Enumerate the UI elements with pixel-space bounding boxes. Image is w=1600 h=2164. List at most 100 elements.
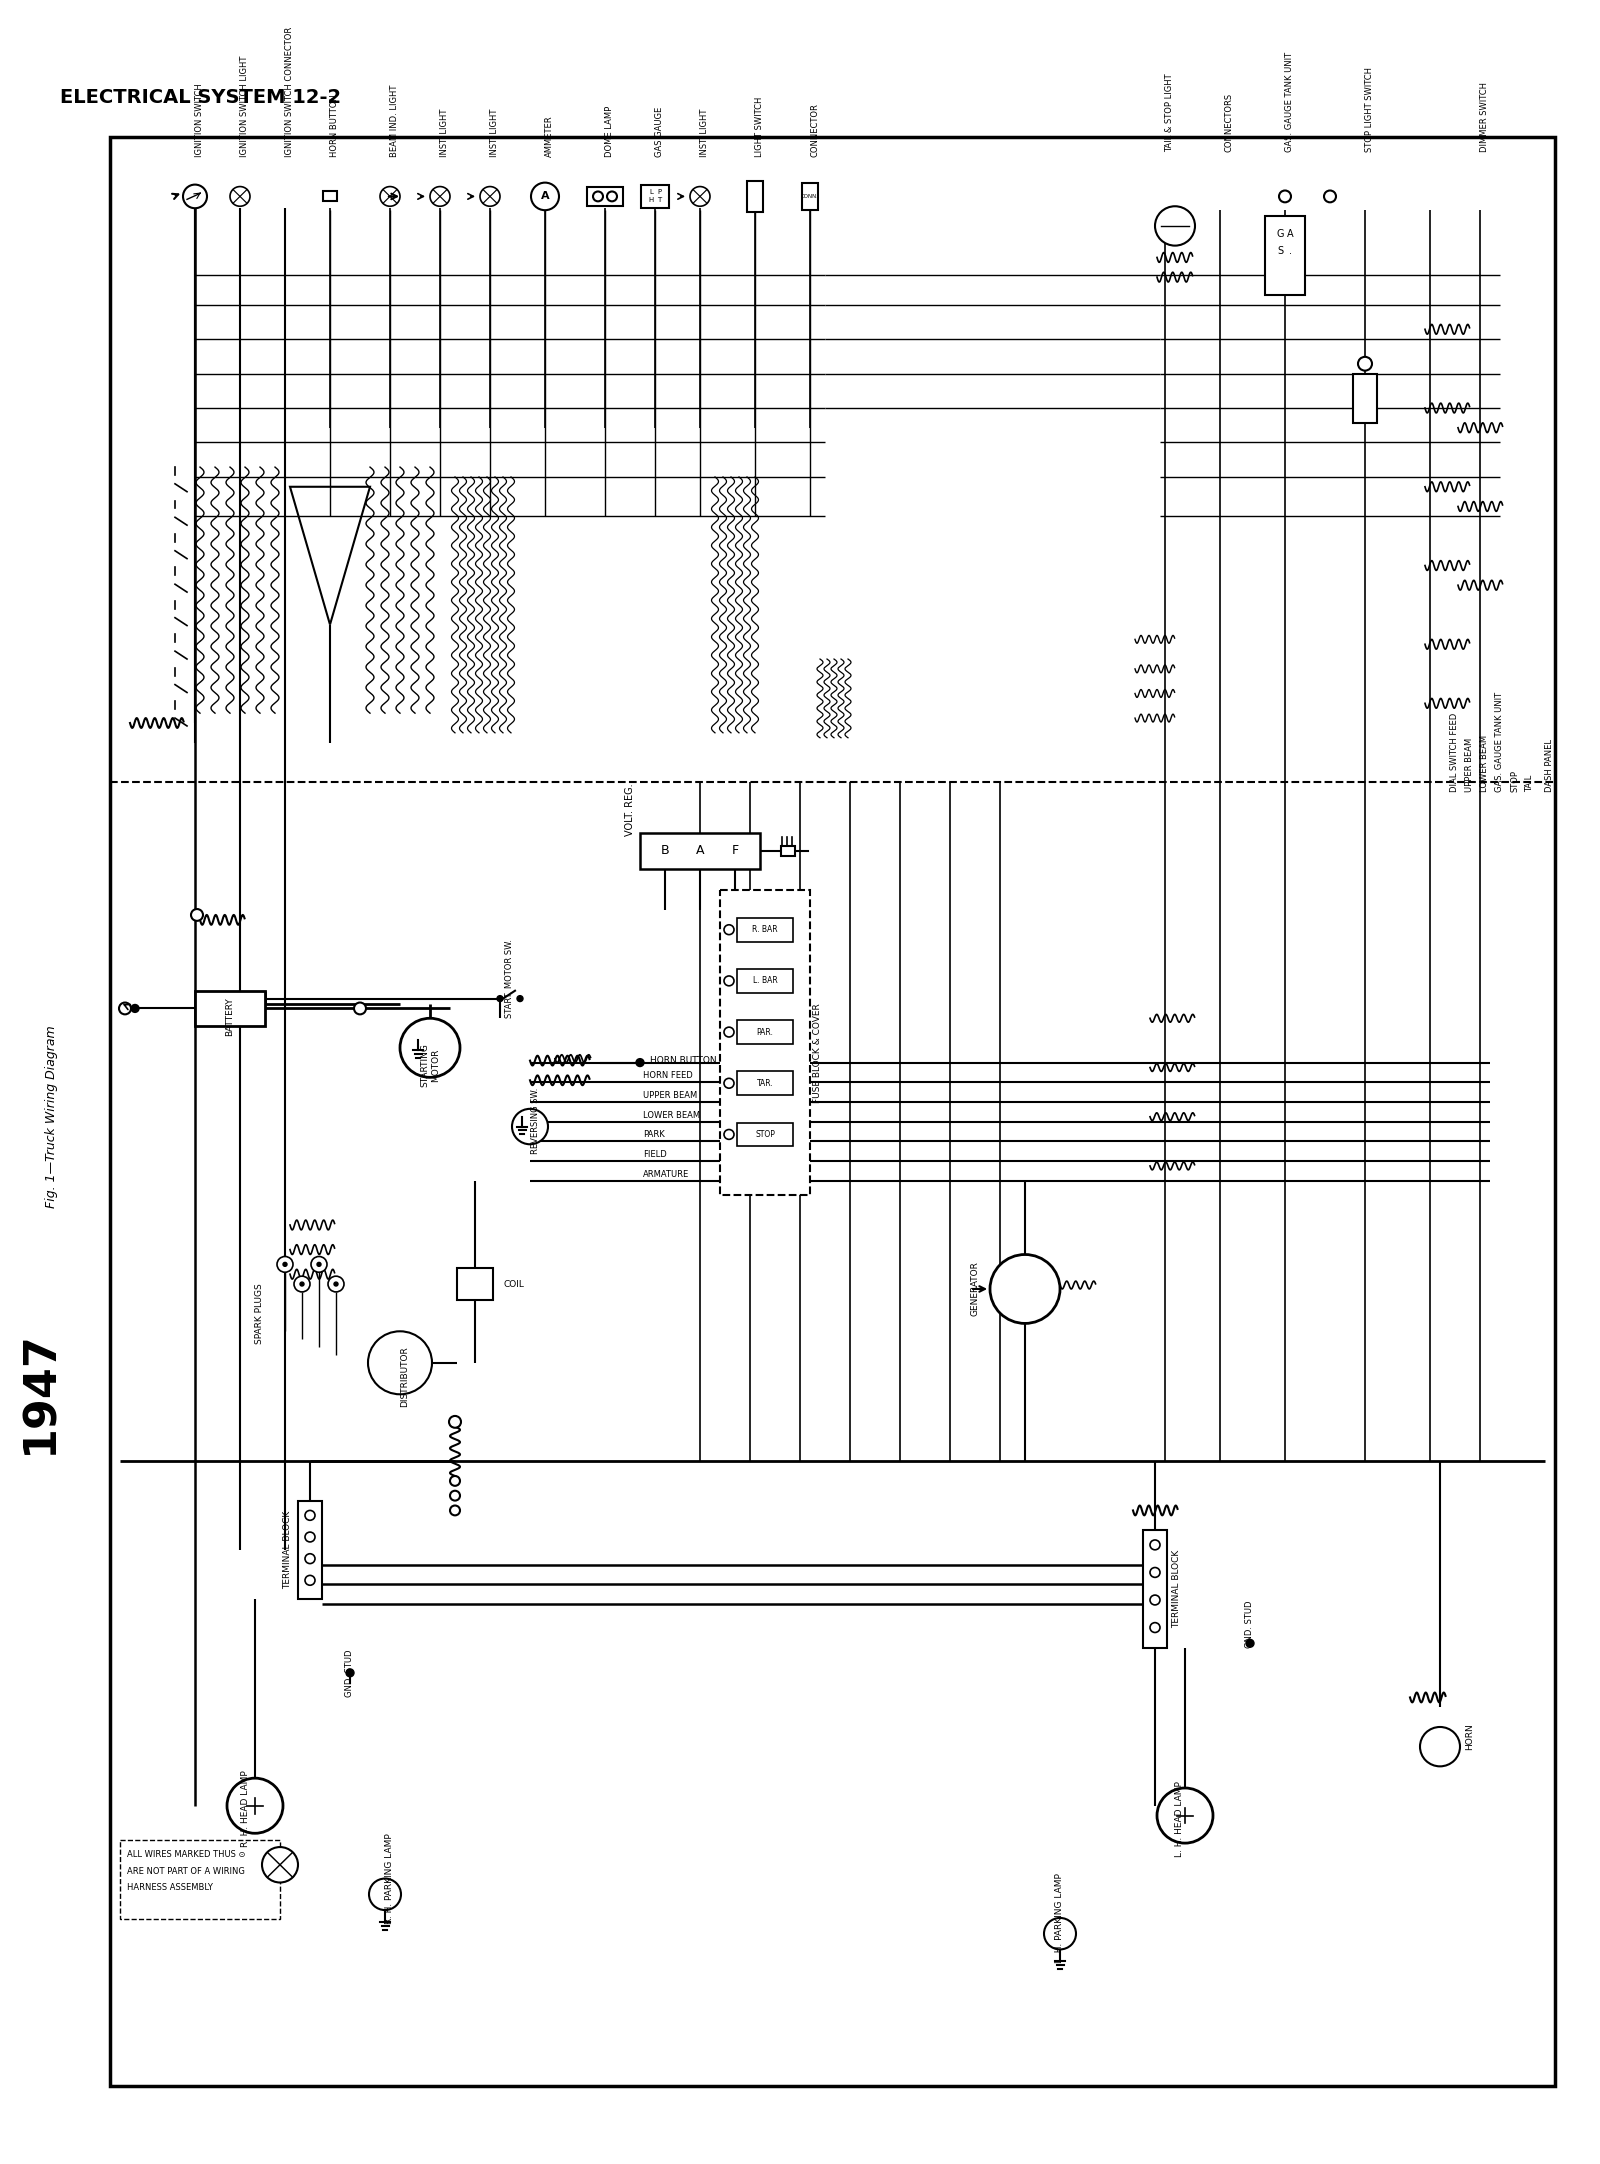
Circle shape bbox=[370, 1878, 402, 1911]
Text: IGNITION SWITCH LIGHT: IGNITION SWITCH LIGHT bbox=[240, 56, 250, 158]
Circle shape bbox=[1150, 1567, 1160, 1578]
Circle shape bbox=[430, 186, 450, 206]
Circle shape bbox=[328, 1277, 344, 1292]
Circle shape bbox=[450, 1491, 461, 1500]
Text: L. H. PARKING LAMP: L. H. PARKING LAMP bbox=[1056, 1874, 1064, 1963]
Text: DISTRIBUTOR: DISTRIBUTOR bbox=[400, 1346, 410, 1407]
Text: H: H bbox=[648, 197, 654, 203]
Bar bbox=[738, 918, 794, 941]
Circle shape bbox=[450, 1506, 461, 1515]
Text: IGNITION SWITCH: IGNITION SWITCH bbox=[195, 82, 205, 158]
Circle shape bbox=[306, 1554, 315, 1565]
Circle shape bbox=[990, 1255, 1059, 1324]
Circle shape bbox=[306, 1575, 315, 1586]
Bar bbox=[298, 1500, 322, 1599]
Circle shape bbox=[517, 995, 523, 1002]
Text: STOP LIGHT SWITCH: STOP LIGHT SWITCH bbox=[1365, 67, 1374, 151]
Circle shape bbox=[594, 190, 603, 201]
Circle shape bbox=[306, 1532, 315, 1543]
Text: STOP: STOP bbox=[1510, 770, 1518, 792]
Bar bbox=[525, 1123, 536, 1130]
Text: INST. LIGHT: INST. LIGHT bbox=[440, 108, 450, 158]
Text: TAR.: TAR. bbox=[757, 1078, 773, 1088]
Bar bbox=[587, 186, 622, 206]
Circle shape bbox=[723, 1130, 734, 1140]
Circle shape bbox=[310, 1257, 326, 1272]
Circle shape bbox=[1421, 1727, 1459, 1766]
Circle shape bbox=[227, 1779, 283, 1833]
Text: A: A bbox=[1286, 229, 1293, 238]
Circle shape bbox=[294, 1277, 310, 1292]
Circle shape bbox=[498, 995, 502, 1002]
Text: T: T bbox=[658, 197, 661, 203]
Circle shape bbox=[1150, 1541, 1160, 1549]
Text: GENERATOR: GENERATOR bbox=[971, 1262, 979, 1316]
Circle shape bbox=[723, 924, 734, 935]
Circle shape bbox=[346, 1668, 354, 1677]
Bar bbox=[738, 1071, 794, 1095]
Circle shape bbox=[1150, 1623, 1160, 1632]
Text: HARNESS ASSEMBLY: HARNESS ASSEMBLY bbox=[126, 1883, 213, 1894]
Bar bbox=[720, 889, 810, 1195]
Text: R. H. PARKING LAMP: R. H. PARKING LAMP bbox=[386, 1833, 395, 1924]
Circle shape bbox=[131, 1004, 139, 1013]
Bar bbox=[120, 1839, 280, 1919]
Text: TERMINAL BLOCK: TERMINAL BLOCK bbox=[283, 1510, 293, 1588]
Bar bbox=[642, 184, 669, 208]
Bar bbox=[1266, 216, 1306, 294]
Text: AMMETER: AMMETER bbox=[546, 115, 554, 158]
Text: LIGHT SWITCH: LIGHT SWITCH bbox=[755, 97, 765, 158]
Text: REVERSING SW.: REVERSING SW. bbox=[531, 1088, 539, 1153]
Bar bbox=[1142, 1530, 1166, 1649]
Bar bbox=[802, 182, 818, 210]
Text: LOWER BEAM: LOWER BEAM bbox=[1480, 736, 1490, 792]
Circle shape bbox=[354, 1002, 366, 1015]
Text: INST. LIGHT: INST. LIGHT bbox=[701, 108, 709, 158]
Text: ALL WIRES MARKED THUS ⊙: ALL WIRES MARKED THUS ⊙ bbox=[126, 1850, 245, 1859]
Bar bbox=[458, 1268, 493, 1301]
Text: DIMMER SWITCH: DIMMER SWITCH bbox=[1480, 82, 1490, 151]
Text: B: B bbox=[661, 844, 669, 857]
Text: TERMINAL BLOCK: TERMINAL BLOCK bbox=[1173, 1549, 1181, 1627]
Circle shape bbox=[118, 1002, 131, 1015]
Text: HORN FEED: HORN FEED bbox=[643, 1071, 693, 1080]
Text: G: G bbox=[1277, 229, 1283, 238]
Circle shape bbox=[230, 186, 250, 206]
Text: ELECTRICAL SYSTEM 12-2: ELECTRICAL SYSTEM 12-2 bbox=[61, 89, 341, 108]
Text: COIL: COIL bbox=[502, 1279, 523, 1288]
Circle shape bbox=[301, 1281, 304, 1285]
Text: L. BAR: L. BAR bbox=[752, 976, 778, 985]
Text: ARE NOT PART OF A WIRING: ARE NOT PART OF A WIRING bbox=[126, 1868, 245, 1876]
Text: STARTING
MOTOR: STARTING MOTOR bbox=[421, 1043, 440, 1086]
Text: R. BAR: R. BAR bbox=[752, 926, 778, 935]
Text: PAR.: PAR. bbox=[757, 1028, 773, 1037]
Circle shape bbox=[512, 1108, 547, 1145]
Circle shape bbox=[283, 1262, 286, 1266]
Text: TAIL & STOP LIGHT: TAIL & STOP LIGHT bbox=[1165, 74, 1174, 151]
Text: DASH PANEL: DASH PANEL bbox=[1546, 738, 1554, 792]
Bar bbox=[323, 190, 338, 201]
Circle shape bbox=[690, 186, 710, 206]
Text: Fig. 1—Truck Wiring Diagram: Fig. 1—Truck Wiring Diagram bbox=[45, 1026, 59, 1208]
Circle shape bbox=[480, 186, 499, 206]
Text: UPPER BEAM: UPPER BEAM bbox=[643, 1091, 698, 1099]
Text: A: A bbox=[696, 844, 704, 857]
Text: TAIL: TAIL bbox=[1525, 775, 1534, 792]
Circle shape bbox=[723, 976, 734, 987]
Text: PARK: PARK bbox=[643, 1130, 664, 1140]
Circle shape bbox=[400, 1019, 461, 1078]
Circle shape bbox=[606, 190, 618, 201]
Text: IGNITION SWITCH CONNECTOR: IGNITION SWITCH CONNECTOR bbox=[285, 26, 294, 158]
Circle shape bbox=[450, 1415, 461, 1428]
Text: VOLT. REG.: VOLT. REG. bbox=[626, 783, 635, 835]
Bar bbox=[781, 846, 795, 857]
Text: HORN BUTTON: HORN BUTTON bbox=[330, 95, 339, 158]
Text: F: F bbox=[731, 844, 739, 857]
Text: BATTERY: BATTERY bbox=[226, 998, 235, 1037]
Text: HORN BUTTON: HORN BUTTON bbox=[650, 1056, 717, 1065]
Text: .: . bbox=[1288, 245, 1291, 255]
Text: GND. STUD: GND. STUD bbox=[1245, 1601, 1254, 1649]
Circle shape bbox=[1157, 1787, 1213, 1844]
Text: ARMATURE: ARMATURE bbox=[643, 1171, 690, 1179]
Text: A: A bbox=[541, 190, 549, 201]
